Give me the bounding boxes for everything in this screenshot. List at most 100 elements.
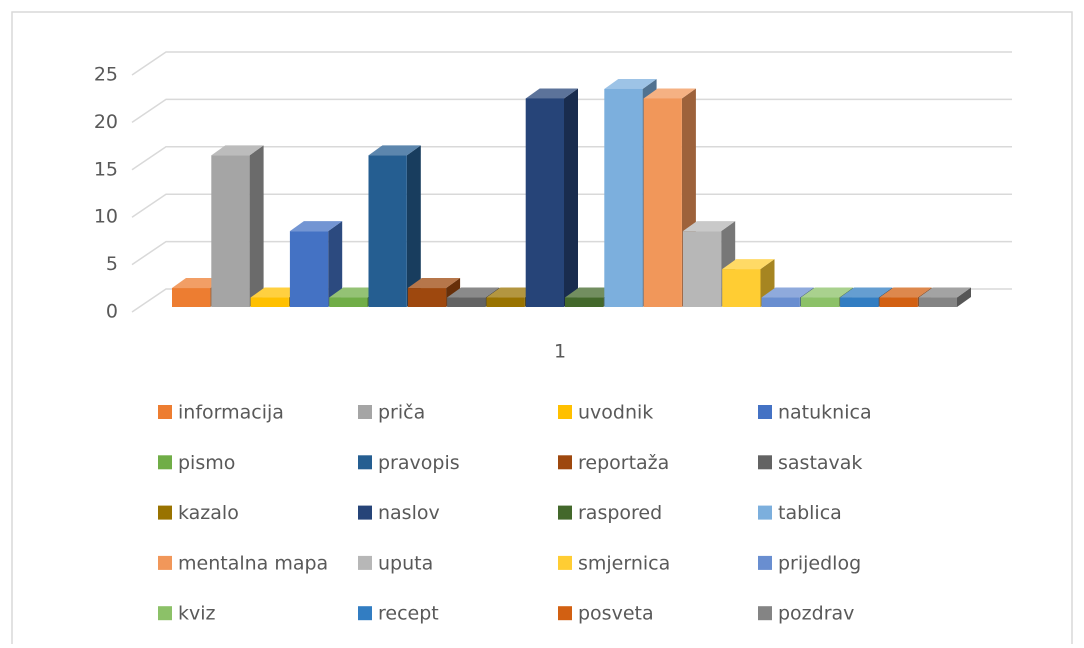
bar-front — [211, 155, 250, 307]
bar-front — [250, 297, 289, 307]
bar-side — [957, 287, 971, 307]
bar-top — [289, 221, 343, 232]
legend-swatch — [358, 455, 372, 470]
bar-front — [525, 98, 564, 307]
legend-label: kviz — [178, 603, 216, 625]
legend-label: naslov — [378, 502, 440, 524]
legend-swatch — [158, 505, 172, 520]
bar-side — [328, 221, 343, 307]
bar-top — [565, 287, 618, 298]
grid-line — [131, 98, 1012, 124]
grid-line — [131, 193, 1012, 218]
legend-label: pismo — [178, 452, 235, 474]
legend-swatch — [158, 555, 172, 570]
grid-line — [131, 146, 1012, 171]
bar-side — [564, 88, 578, 307]
legend-label: informacija — [178, 402, 284, 424]
bar-front — [840, 297, 879, 307]
bar-top — [643, 88, 696, 99]
legend-label: mentalna mapa — [178, 552, 328, 574]
legend-swatch — [158, 455, 172, 470]
bar-front — [879, 297, 918, 307]
legend-swatch — [158, 606, 172, 621]
bar — [289, 221, 343, 307]
bar-front — [486, 297, 525, 307]
y-tick-label: 20 — [94, 111, 118, 133]
legend-swatch — [358, 555, 372, 570]
bar-front — [329, 297, 368, 307]
bar — [211, 145, 264, 307]
legend-label: reportaža — [578, 452, 669, 474]
bar-top — [172, 278, 225, 289]
bar-top — [682, 221, 736, 232]
bar-top — [407, 278, 461, 289]
legend-swatch — [558, 505, 572, 520]
y-tick-label: 0 — [106, 301, 118, 323]
bar — [368, 145, 421, 307]
bar-top — [211, 145, 264, 156]
bar-side — [249, 145, 264, 307]
bar-top — [918, 287, 971, 298]
bar-top — [250, 287, 303, 298]
legend-swatch — [558, 606, 572, 621]
legend-label: priča — [378, 402, 425, 424]
y-tick-label: 15 — [94, 158, 118, 180]
bar — [722, 259, 775, 307]
bar-front — [565, 297, 604, 307]
bar-top — [604, 78, 657, 89]
legend-swatch — [758, 505, 772, 520]
legend-label: pravopis — [378, 452, 460, 474]
bar-front — [172, 288, 211, 307]
bar-front — [289, 231, 329, 307]
legend-swatch — [358, 405, 372, 419]
legend-swatch — [758, 405, 772, 419]
legend-label: kazalo — [178, 502, 239, 524]
legend-label: posveta — [578, 603, 654, 625]
bar-side — [406, 145, 421, 307]
bar-front — [407, 288, 447, 307]
bar-top — [329, 287, 382, 298]
bar-front — [447, 297, 486, 307]
legend-label: smjernica — [578, 552, 670, 574]
legend-swatch — [558, 405, 572, 419]
bar — [918, 287, 971, 307]
bar-front — [918, 297, 957, 307]
bar-top — [525, 88, 578, 99]
bar-front — [604, 88, 643, 308]
legend-label: uvodnik — [578, 402, 653, 424]
bar-top — [368, 145, 421, 156]
legend-swatch — [358, 606, 372, 621]
bar-top — [800, 287, 854, 298]
bar-front — [682, 231, 722, 307]
y-tick-label: 25 — [94, 64, 118, 86]
bar-top — [722, 259, 775, 270]
legend-label: raspored — [578, 502, 662, 524]
bar-top — [486, 287, 539, 298]
y-tick-label: 5 — [106, 253, 118, 275]
legend-label: recept — [378, 603, 439, 625]
bar-front — [761, 297, 800, 307]
bar-front — [368, 155, 407, 307]
bar-top — [879, 287, 932, 298]
bar — [525, 88, 578, 307]
legend-label: sastavak — [778, 452, 862, 474]
bar-front — [800, 297, 840, 307]
legend-label: uputa — [378, 552, 433, 574]
grid-line — [131, 51, 1012, 76]
y-tick-label: 10 — [94, 206, 118, 228]
legend-swatch — [358, 505, 372, 520]
legend-label: tablica — [778, 502, 842, 524]
legend-swatch — [758, 455, 772, 470]
legend-swatch — [758, 606, 772, 621]
legend-label: pozdrav — [778, 603, 854, 625]
bar-front — [643, 98, 682, 307]
legend-swatch — [758, 555, 772, 570]
legend-swatch — [158, 405, 172, 419]
bar-top — [840, 287, 893, 298]
x-tick-label: 1 — [554, 341, 566, 363]
legend-swatch — [558, 455, 572, 470]
legend-label: natuknica — [778, 402, 872, 424]
legend-label: prijedlog — [778, 552, 861, 574]
